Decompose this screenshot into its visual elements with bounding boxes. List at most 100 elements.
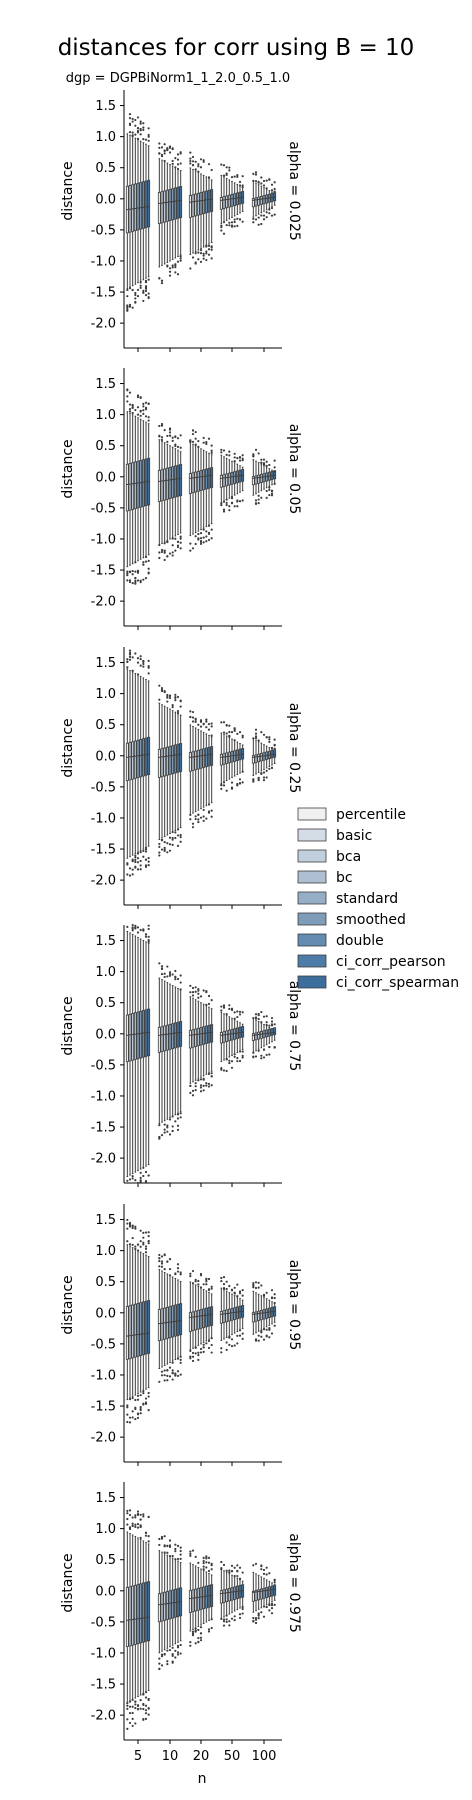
outlier-point <box>194 1085 197 1088</box>
outlier-point <box>228 724 231 727</box>
outlier-point <box>265 1605 268 1609</box>
outlier-point <box>233 460 236 463</box>
outlier-point <box>168 974 172 977</box>
outlier-point <box>142 299 145 303</box>
box <box>173 435 177 552</box>
outlier-point <box>228 1624 231 1627</box>
outlier-point <box>174 699 177 702</box>
outlier-point <box>207 1339 211 1343</box>
box <box>199 719 203 819</box>
outlier-point <box>131 927 134 930</box>
outlier-point <box>257 1281 260 1284</box>
outlier-point <box>136 406 140 409</box>
outlier-point <box>241 1612 244 1615</box>
legend-swatch <box>297 891 327 905</box>
outlier-point <box>144 555 148 559</box>
outlier-point <box>241 1337 244 1340</box>
outlier-point <box>238 1616 242 1620</box>
box <box>168 694 172 852</box>
outlier-point <box>160 282 164 285</box>
outlier-point <box>147 856 150 860</box>
box <box>259 1564 263 1614</box>
outlier-point <box>189 542 192 545</box>
box-body <box>171 1023 175 1049</box>
box-body <box>131 462 135 510</box>
outlier-point <box>166 440 169 443</box>
box <box>227 1004 231 1065</box>
box <box>133 924 137 1182</box>
outlier-point <box>174 549 177 552</box>
box <box>210 1562 214 1630</box>
outlier-point <box>139 1240 142 1243</box>
outlier-point <box>233 1619 236 1622</box>
outlier-point <box>228 1620 231 1623</box>
outlier-point <box>265 1573 268 1576</box>
box <box>147 659 151 867</box>
outlier-point <box>260 772 263 776</box>
outlier-point <box>136 1510 140 1513</box>
outlier-point <box>142 578 145 581</box>
outlier-point <box>139 580 142 584</box>
box <box>160 965 164 1137</box>
outlier-point <box>147 665 150 668</box>
box <box>157 684 161 857</box>
y-tick-label: -1.5 <box>91 1678 116 1693</box>
outlier-point <box>176 834 180 837</box>
box-body <box>173 1304 177 1337</box>
outlier-point <box>238 1613 242 1616</box>
outlier-point <box>166 149 169 152</box>
outlier-point <box>222 781 226 784</box>
outlier-point <box>241 1332 244 1335</box>
box-body <box>128 1013 132 1062</box>
legend-swatch <box>297 954 327 968</box>
outlier-point <box>197 818 200 821</box>
outlier-point <box>179 152 182 155</box>
outlier-point <box>160 972 164 976</box>
outlier-point <box>270 206 274 210</box>
box <box>128 113 132 308</box>
outlier-point <box>254 735 258 738</box>
box <box>257 1281 261 1342</box>
outlier-point <box>202 528 205 531</box>
outlier-point <box>241 459 244 462</box>
outlier-point <box>238 1334 242 1337</box>
outlier-point <box>222 164 226 167</box>
outlier-point <box>147 860 150 863</box>
legend-item: bca <box>297 849 361 865</box>
outlier-point <box>171 159 174 163</box>
outlier-point <box>233 1292 236 1295</box>
outlier-point <box>126 1413 129 1416</box>
box-body <box>219 754 223 766</box>
outlier-point <box>176 153 180 156</box>
box-body <box>262 1587 266 1599</box>
outlier-point <box>160 436 164 439</box>
outlier-point <box>260 214 263 217</box>
outlier-point <box>131 1516 134 1519</box>
outlier-point <box>144 864 148 867</box>
outlier-point <box>171 1125 174 1128</box>
outlier-point <box>171 162 174 165</box>
box-body <box>204 1585 208 1609</box>
box-body <box>219 1590 223 1604</box>
outlier-point <box>225 166 228 169</box>
outlier-point <box>134 577 137 580</box>
outlier-point <box>202 1346 205 1349</box>
box-body <box>199 470 203 491</box>
box-body <box>254 197 258 207</box>
box-body <box>133 183 137 232</box>
outlier-point <box>210 168 213 172</box>
y-axis-label: distance <box>60 996 76 1055</box>
box <box>165 1544 169 1666</box>
outlier-point <box>270 489 274 492</box>
outlier-point <box>262 462 266 465</box>
outlier-point <box>131 656 134 659</box>
box <box>259 1284 263 1338</box>
legend-item: standard <box>297 891 398 907</box>
box-body <box>194 193 198 217</box>
outlier-point <box>166 693 169 697</box>
outlier-point <box>126 1406 129 1409</box>
outlier-point <box>191 155 195 159</box>
outlier-point <box>144 1709 148 1712</box>
outlier-point <box>189 549 192 552</box>
outlier-point <box>220 1276 223 1280</box>
